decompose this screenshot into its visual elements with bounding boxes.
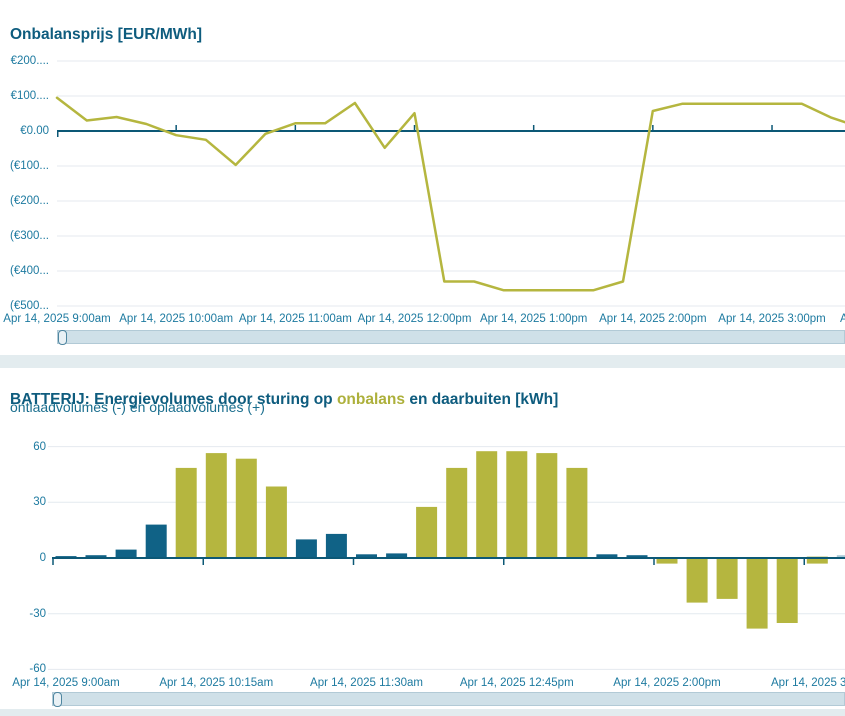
x-axis-label: Apr 14, 2025 11:00am (238, 313, 352, 325)
y-axis-label: €200.... (10, 55, 49, 67)
x-axis-label: Apr 14, 2025 9:00am (3, 313, 111, 325)
volume-bar-3:00pm[interactable] (776, 558, 798, 623)
battery-chart-scrollbar-thumb[interactable] (53, 692, 62, 707)
y-axis-label: (€400... (10, 265, 49, 277)
battery-chart-subtitle: ontlaadvolumes (-) en oplaadvolumes (+) (10, 399, 265, 415)
volume-bar-3:15pm[interactable] (806, 558, 828, 564)
volume-bar-1:45pm[interactable] (626, 555, 648, 558)
volume-bar-1:00pm[interactable] (536, 453, 558, 558)
y-axis-label: (€500... (10, 300, 49, 312)
price-line[interactable] (55, 96, 845, 292)
battery-bar-chart (48, 446, 845, 670)
x-axis-label: Apr 14, 2025 10:00am (119, 313, 234, 325)
y-axis-label: 60 (33, 440, 46, 453)
battery-chart-scrollbar-track[interactable] (52, 692, 845, 707)
x-axis-label: A (840, 313, 845, 325)
y-axis-label: (€300... (10, 230, 49, 242)
volume-bar-11:45am[interactable] (386, 553, 408, 558)
price-chart-scrollbar-track[interactable] (57, 330, 845, 345)
x-axis-label: Apr 14, 2025 11:30am (310, 677, 423, 689)
battery-title-part2: en daarbuiten [kWh] (405, 390, 559, 408)
y-axis-label: -30 (29, 607, 46, 620)
volume-bar-11:00am[interactable] (295, 539, 317, 558)
section-divider-band (0, 355, 845, 368)
x-axis-label: Apr 14, 2025 1:00pm (479, 313, 588, 325)
volume-bar-2:15pm[interactable] (686, 558, 708, 603)
battery-chart-title: BATTERIJ: Energievolumes door sturing op… (10, 391, 558, 409)
price-chart-title: Onbalansprijs [EUR/MWh] (10, 25, 203, 43)
volume-bar-10:00am[interactable] (175, 467, 197, 558)
bottom-edge-band (0, 709, 845, 716)
y-axis-label: (€100... (10, 160, 49, 172)
y-axis-label: €100.... (10, 90, 49, 102)
x-axis-label: Apr 14, 2025 12:45pm (459, 677, 574, 689)
volume-bar-10:30am[interactable] (235, 458, 257, 558)
volume-bar-11:30am[interactable] (356, 554, 377, 558)
y-axis-label: 30 (33, 496, 46, 509)
x-axis-label: Apr 14, 2025 9:00am (12, 677, 120, 689)
volume-bar-12:15pm[interactable] (446, 467, 468, 558)
y-axis-label: -60 (29, 663, 46, 676)
y-axis-label: €0.00 (20, 125, 49, 137)
volume-bar-1:15pm[interactable] (566, 467, 588, 558)
y-axis-label: (€200... (10, 195, 49, 207)
volume-bar-9:30am[interactable] (115, 549, 137, 558)
volume-bar-1:30pm[interactable] (596, 554, 618, 558)
price-chart-scrollbar-thumb[interactable] (58, 330, 67, 345)
volume-bar-9:45am[interactable] (145, 524, 167, 558)
volume-bar-12:45pm[interactable] (506, 451, 528, 558)
x-axis-label: Apr 14, 2025 10:15am (159, 677, 274, 689)
volume-bar-11:15am[interactable] (325, 533, 347, 558)
volume-bar-12:00pm[interactable] (416, 506, 438, 558)
volume-bar-10:45am[interactable] (265, 486, 287, 559)
x-axis-label: Apr 14, 2025 2:00pm (599, 313, 707, 325)
volume-bar-2:30pm[interactable] (716, 558, 738, 599)
volume-bar-10:15am[interactable] (205, 453, 227, 558)
x-axis-label: Apr 14, 2025 12:00pm (357, 313, 472, 325)
battery-title-highlight: onbalans (336, 390, 406, 408)
battery-title-part1: BATTERIJ: Energievolumes door sturing op (10, 390, 337, 408)
partial-edge-bar[interactable] (836, 555, 845, 558)
x-axis-label: Apr 14, 2025 2:00pm (613, 677, 721, 689)
price-line-chart (55, 60, 845, 307)
volume-bar-9:15am[interactable] (85, 555, 107, 558)
y-axis-label: 0 (39, 552, 46, 564)
volume-bar-12:30pm[interactable] (476, 451, 498, 558)
volume-bar-2:00pm[interactable] (656, 558, 678, 564)
x-axis-label: Apr 14, 2025 3:1 (771, 677, 845, 689)
volume-bar-2:45pm[interactable] (746, 558, 768, 629)
x-axis-label: Apr 14, 2025 3:00pm (718, 313, 826, 325)
